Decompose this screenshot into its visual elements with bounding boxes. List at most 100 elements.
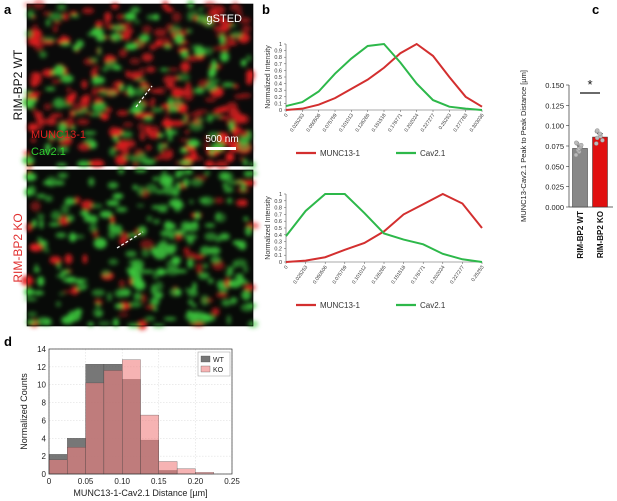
category-label: RIM-BP2 KO xyxy=(596,211,605,258)
ko-profile-line xyxy=(116,231,144,249)
x-tick-label: 0.101012 xyxy=(351,265,368,286)
x-tick-label: 0.176771 xyxy=(387,113,404,134)
y-tick-label: 0.125 xyxy=(545,101,564,110)
data-point xyxy=(579,142,584,148)
panel-letter-a: a xyxy=(4,2,12,17)
y-tick-label: 6 xyxy=(42,416,47,425)
chart-profile-ko: 00.10.20.30.40.50.60.70.80.910 0.025253 0.… xyxy=(265,192,486,310)
y-tick-label: 4 xyxy=(42,434,47,443)
x-tick-label: 0.075759 xyxy=(322,113,339,134)
image-ko xyxy=(20,166,260,331)
gsted-label: gSTED xyxy=(207,13,243,25)
legend-label: KO xyxy=(213,367,224,374)
y-tick-label: 0 xyxy=(279,260,282,266)
y-tick-label: 2 xyxy=(42,452,47,461)
y-tick-label: 0.100 xyxy=(545,122,564,131)
y-tick-label: 0.9 xyxy=(274,199,282,205)
y-tick-label: 0.075 xyxy=(545,142,564,151)
bar-1 xyxy=(592,136,608,208)
x-tick-label: 0.151518 xyxy=(371,113,388,134)
hist-bar-KO xyxy=(176,468,196,475)
image-wt xyxy=(21,0,256,170)
y-tick-label: 0.2 xyxy=(274,246,282,252)
channel-label-cav: Cav2.1 xyxy=(31,146,66,158)
series-line-MUNC13-1 xyxy=(285,192,483,263)
x-tick-label: 0.050506 xyxy=(305,113,322,134)
panel-letter-b: b xyxy=(262,2,270,17)
y-tick-label: 0.7 xyxy=(274,62,282,68)
x-tick-label: 0 xyxy=(283,113,290,119)
legend-label: Cav2.1 xyxy=(420,149,446,158)
y-tick-label: 0.8 xyxy=(274,206,282,212)
y-tick-label: 0.3 xyxy=(274,88,282,94)
x-tick-label: 0.025253 xyxy=(292,265,309,286)
hist-bar-KO xyxy=(158,461,178,475)
x-tick-label: 0.050506 xyxy=(312,265,329,286)
y-tick-label: 0.2 xyxy=(274,95,282,101)
ko-row-label: RIM-BP2 KO xyxy=(11,213,25,282)
series-line-Cav2.1 xyxy=(285,42,483,111)
y-axis-label: MUNC13-Cav2.1 Peak to Peak Distance [µm] xyxy=(519,70,528,222)
y-tick-label: 0.5 xyxy=(274,75,282,81)
chart-distance-histogram: 0 2 4 6 8 10 12 14 0 0.05 0.10 0.15 0.20 0.25 MUNC13-1… xyxy=(19,345,240,498)
x-tick-label: 0.176771 xyxy=(410,265,427,286)
x-tick-label: 0.05 xyxy=(78,477,94,486)
x-tick-label: 0.126265 xyxy=(354,113,371,134)
y-tick-label: 0.6 xyxy=(274,68,282,74)
plot-frame xyxy=(48,348,233,475)
y-tick-label: 0.150 xyxy=(545,81,564,90)
x-tick-label: 0.15 xyxy=(151,477,167,486)
legend-label: MUNC13-1 xyxy=(320,301,361,310)
legend-label: Cav2.1 xyxy=(420,301,446,310)
x-tick-label: 0.227277 xyxy=(449,265,466,286)
bar-0 xyxy=(572,148,588,208)
y-axis-label: Normalized Counts xyxy=(19,373,29,450)
hist-bar-KO xyxy=(122,359,141,475)
series-line-MUNC13-1 xyxy=(285,42,483,111)
y-tick-label: 0.7 xyxy=(274,212,282,218)
y-tick-label: 0.1 xyxy=(274,101,282,107)
channel-label-munc: MUNC13-1 xyxy=(31,129,86,141)
y-tick-label: 8 xyxy=(42,399,47,408)
hist-bar-KO xyxy=(85,382,105,475)
y-tick-label: 0.8 xyxy=(274,55,282,61)
hist-bar-KO xyxy=(103,370,123,475)
data-point xyxy=(574,140,579,145)
x-tick-label: 0.20 xyxy=(188,477,204,486)
y-tick-label: 1 xyxy=(279,192,282,198)
x-tick-label: 0 xyxy=(47,477,52,486)
x-tick-label: 0 xyxy=(283,265,290,271)
y-tick-label: 0.9 xyxy=(274,49,282,55)
x-tick-label: 0.25253 xyxy=(438,113,453,131)
legend-swatch xyxy=(200,355,211,363)
wt-row-label: RIM-BP2 WT xyxy=(11,49,25,120)
x-tick-label: 0.25 xyxy=(224,477,240,486)
y-axis-label: Normalized Intensity xyxy=(265,45,272,109)
x-tick-label: 0.025253 xyxy=(289,113,306,134)
chart-peak-distance: 0.000 0.025 0.050 0.075 0.100 0.125 0.150 MUNC1… xyxy=(519,70,613,259)
data-point xyxy=(594,141,599,146)
significance-label: * xyxy=(587,77,592,92)
y-tick-label: 14 xyxy=(37,345,46,354)
x-tick-label: 0.126265 xyxy=(371,265,388,286)
series-line-Cav2.1 xyxy=(285,193,483,263)
y-tick-label: 0 xyxy=(279,108,282,114)
y-tick-label: 0.4 xyxy=(274,233,282,239)
panel-letter-c: c xyxy=(592,2,599,17)
y-tick-label: 12 xyxy=(37,363,46,372)
x-tick-label: 0.101013 xyxy=(338,113,355,134)
x-tick-label: 0.277783 xyxy=(452,113,469,134)
data-point xyxy=(573,152,579,158)
y-tick-label: 0.3 xyxy=(274,240,282,246)
y-axis-label: Normalized Intensity xyxy=(265,196,272,260)
legend-label: MUNC13-1 xyxy=(320,149,361,158)
x-tick-label: 0.151518 xyxy=(390,265,407,286)
y-tick-label: 0.050 xyxy=(545,162,564,171)
y-tick-label: 0 xyxy=(42,470,47,479)
hist-bar-KO xyxy=(140,414,159,475)
y-tick-label: 1 xyxy=(279,42,282,48)
y-tick-label: 0.5 xyxy=(274,226,282,232)
x-tick-label: 0.303036 xyxy=(469,113,486,134)
y-tick-label: 0.025 xyxy=(545,183,564,192)
